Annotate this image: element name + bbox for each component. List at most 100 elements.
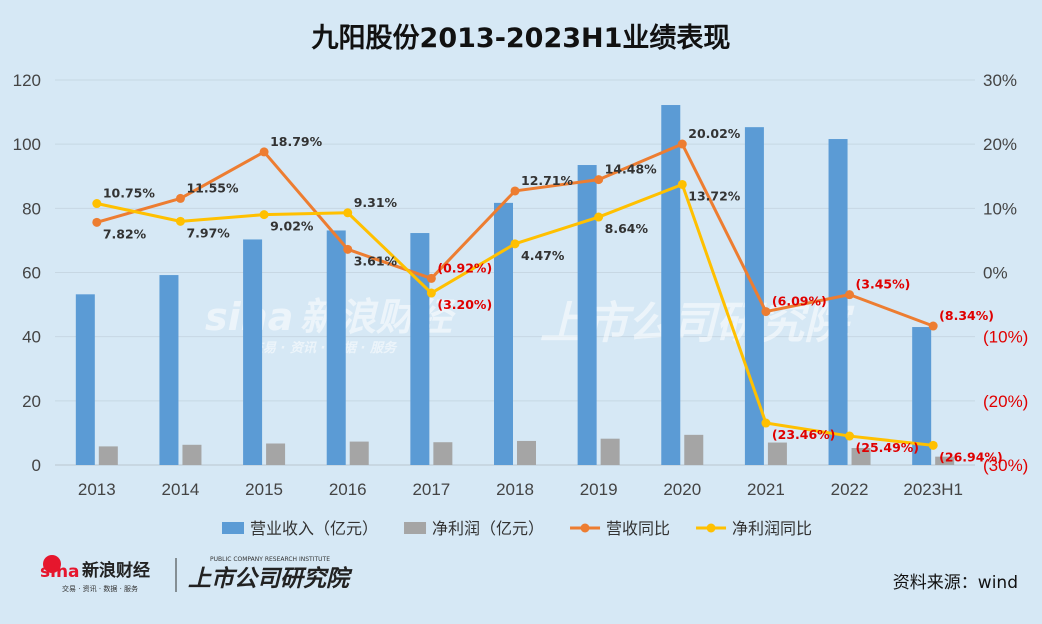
- bar-revenue: [326, 230, 346, 465]
- point-line-profit-yoy: [845, 431, 855, 441]
- legend-swatch-point: [580, 523, 590, 533]
- bar-net-profit: [266, 443, 286, 465]
- data-label-line-revenue-yoy: 14.48%: [605, 162, 658, 177]
- bar-net-profit: [349, 441, 369, 465]
- point-line-revenue-yoy: [510, 186, 520, 196]
- y-right-tick-label: (10%): [983, 328, 1028, 347]
- data-label-line-revenue-yoy: (3.45%): [856, 277, 911, 292]
- data-label-line-profit-yoy: 8.64%: [605, 221, 649, 236]
- point-line-revenue-yoy: [677, 139, 687, 149]
- data-label-line-profit-yoy: 13.72%: [688, 188, 741, 203]
- bar-revenue: [75, 294, 95, 465]
- data-label-line-profit-yoy: (26.94%): [939, 449, 1003, 464]
- data-label-line-revenue-yoy: 20.02%: [688, 126, 741, 141]
- bar-net-profit: [851, 447, 871, 465]
- bar-net-profit: [767, 442, 787, 465]
- data-label-line-revenue-yoy: 7.82%: [103, 226, 147, 241]
- bar-revenue: [912, 327, 932, 465]
- point-line-profit-yoy: [594, 212, 604, 222]
- point-line-profit-yoy: [928, 440, 938, 450]
- watermark-sina: 新浪财经: [300, 295, 457, 339]
- data-label-line-profit-yoy: 4.47%: [521, 248, 565, 263]
- grid-lines: [55, 79, 975, 466]
- y-right-tick-label: (30%): [983, 456, 1028, 475]
- sina-logo-text: 新浪财经: [82, 560, 150, 581]
- sina-eye-icon: [43, 555, 61, 573]
- lines-layer: 7.82% 11.55% 18.79% 3.61% (0.92%) 12.71% 14.48…: [92, 126, 1003, 464]
- y-left-tick-label: 120: [13, 71, 41, 90]
- point-line-profit-yoy: [92, 199, 102, 209]
- legend-item: 营收同比: [570, 519, 670, 538]
- bar-revenue: [410, 233, 430, 465]
- x-tick-label: 2013: [78, 480, 116, 499]
- legend: 营业收入（亿元） 净利润（亿元） 营收同比 净利润同比: [222, 519, 812, 538]
- legend-label: 净利润（亿元）: [432, 519, 544, 538]
- legend-label: 营收同比: [606, 519, 670, 538]
- x-tick-label: 2015: [245, 480, 283, 499]
- point-line-revenue-yoy: [845, 290, 855, 300]
- y-left-tick-label: 40: [22, 328, 41, 347]
- y-left-tick-label: 0: [32, 456, 41, 475]
- point-line-revenue-yoy: [259, 147, 269, 157]
- data-label-line-revenue-yoy: (8.34%): [939, 308, 994, 323]
- y-right-tick-label: 20%: [983, 135, 1017, 154]
- legend-label: 营业收入（亿元）: [250, 519, 378, 538]
- sina-logo-latin: sina: [40, 562, 80, 582]
- data-label-line-profit-yoy: 9.31%: [354, 195, 398, 210]
- y-left-tick-label: 20: [22, 392, 41, 411]
- data-label-line-profit-yoy: 7.97%: [186, 225, 230, 240]
- data-label-line-profit-yoy: (3.20%): [437, 297, 492, 312]
- bar-net-profit: [98, 446, 118, 465]
- legend-swatch-point: [706, 523, 716, 533]
- data-label-line-revenue-yoy: 18.79%: [270, 134, 323, 149]
- x-tick-label: 2018: [496, 480, 534, 499]
- x-tick-label: 2019: [580, 480, 618, 499]
- legend-label: 净利润同比: [732, 519, 812, 538]
- y-right-tick-label: 30%: [983, 71, 1017, 90]
- x-tick-label: 2020: [663, 480, 701, 499]
- point-line-profit-yoy: [510, 239, 520, 249]
- point-line-revenue-yoy: [92, 217, 102, 227]
- sina-logo-sub: 交易 · 资讯 · 数据 · 服务: [62, 584, 138, 593]
- point-line-profit-yoy: [175, 216, 185, 226]
- data-label-line-revenue-yoy: (0.92%): [437, 260, 492, 275]
- watermark-sina-sub: 交易 · 资讯 · 数据 · 服务: [250, 340, 398, 356]
- y-right-tick-label: (20%): [983, 392, 1028, 411]
- point-line-profit-yoy: [343, 208, 353, 218]
- point-line-revenue-yoy: [426, 273, 436, 283]
- institute-logo-en: PUBLIC COMPANY RESEARCH INSTITUTE: [210, 556, 330, 563]
- point-line-profit-yoy: [426, 288, 436, 298]
- data-label-line-profit-yoy: 9.02%: [270, 219, 314, 234]
- point-line-profit-yoy: [761, 418, 771, 428]
- x-tick-label: 2023H1: [903, 480, 963, 499]
- bar-net-profit: [182, 444, 202, 465]
- point-line-revenue-yoy: [928, 321, 938, 331]
- bars-layer: [75, 105, 955, 466]
- bar-net-profit: [935, 456, 955, 465]
- institute-logo: PUBLIC COMPANY RESEARCH INSTITUTE 上市公司研究…: [188, 556, 353, 592]
- point-line-revenue-yoy: [343, 244, 353, 254]
- data-label-line-profit-yoy: (23.46%): [772, 427, 836, 442]
- point-line-revenue-yoy: [175, 193, 185, 203]
- y-right-tick-label: 10%: [983, 199, 1017, 218]
- y-left-tick-label: 100: [13, 135, 41, 154]
- point-line-profit-yoy: [259, 210, 269, 220]
- bar-net-profit: [684, 434, 704, 465]
- data-label-line-revenue-yoy: 3.61%: [354, 253, 398, 268]
- legend-swatch-bar: [404, 522, 427, 534]
- x-tick-label: 2022: [831, 480, 869, 499]
- point-line-revenue-yoy: [761, 307, 771, 317]
- bar-revenue: [744, 127, 764, 465]
- data-label-line-revenue-yoy: (6.09%): [772, 294, 827, 309]
- bar-revenue: [577, 165, 597, 466]
- chart-title: 九阳股份2013-2023H1业绩表现: [312, 23, 731, 54]
- y-right-tick-label: 0%: [983, 264, 1008, 283]
- y-left-tick-label: 60: [22, 264, 41, 283]
- bar-revenue: [159, 275, 179, 465]
- x-tick-label: 2016: [329, 480, 367, 499]
- sina-logo: sina 新浪财经 交易 · 资讯 · 数据 · 服务: [40, 555, 150, 593]
- x-tick-label: 2017: [412, 480, 450, 499]
- bar-revenue: [828, 139, 848, 466]
